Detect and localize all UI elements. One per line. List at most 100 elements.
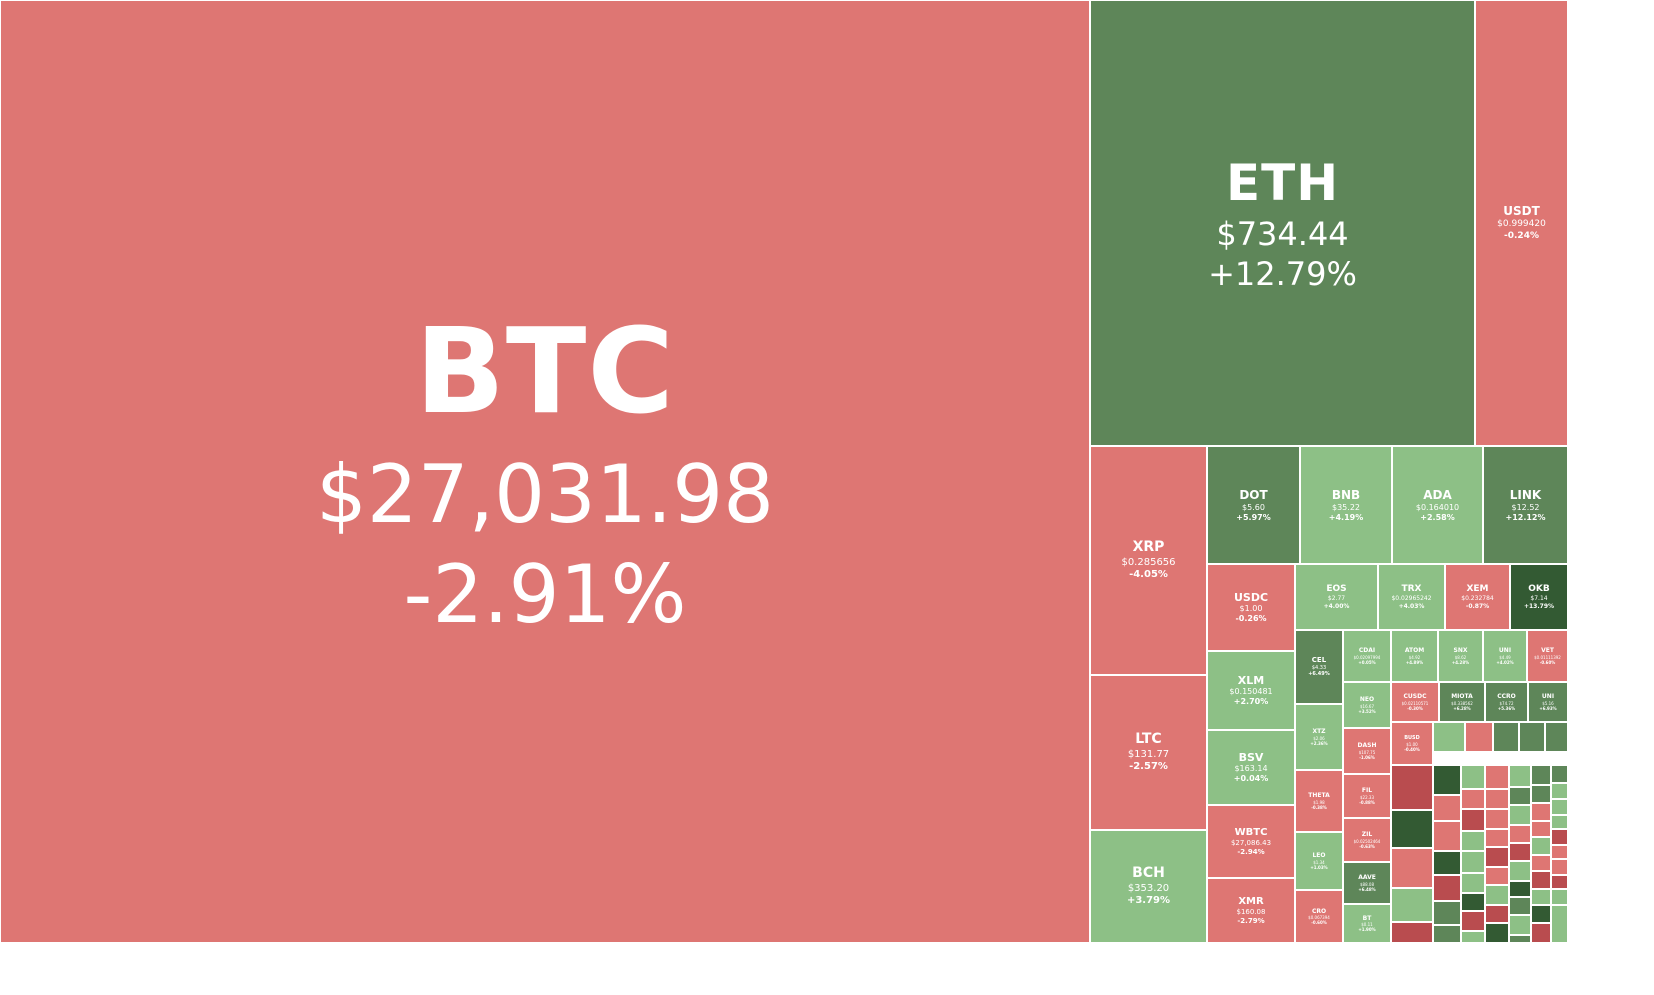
micro-tile[interactable]	[1391, 810, 1433, 848]
micro-tile[interactable]	[1433, 821, 1461, 851]
micro-tile[interactable]	[1461, 831, 1485, 851]
micro-tile[interactable]	[1493, 722, 1519, 752]
treemap-tile-busd[interactable]: BUSD $1.00 -0.40%	[1391, 722, 1433, 765]
micro-tile[interactable]	[1485, 829, 1509, 847]
micro-tile[interactable]	[1391, 848, 1433, 888]
micro-tile[interactable]	[1461, 873, 1485, 893]
micro-tile[interactable]	[1551, 859, 1568, 875]
treemap-tile-uni-2[interactable]: UNI $5.16 +6.93%	[1528, 682, 1568, 722]
micro-tile[interactable]	[1461, 809, 1485, 831]
treemap-tile-neo[interactable]: NEO $16.67 +3.52%	[1343, 682, 1391, 728]
treemap-tile-zil[interactable]: ZIL $0.02502464 -0.63%	[1343, 818, 1391, 862]
treemap-tile-uni[interactable]: UNI $4.49 +4.02%	[1483, 630, 1527, 682]
treemap-tile-vet[interactable]: VET $0.01111392 -0.60%	[1527, 630, 1568, 682]
micro-tile[interactable]	[1391, 888, 1433, 922]
micro-tile[interactable]	[1461, 931, 1485, 943]
treemap-tile-eth[interactable]: ETH $734.44 +12.79%	[1090, 0, 1475, 446]
micro-tile[interactable]	[1485, 905, 1509, 923]
treemap-tile-bnb[interactable]: BNB $35.22 +4.19%	[1300, 446, 1392, 564]
treemap-tile-cel[interactable]: CEL $4.33 +6.49%	[1295, 630, 1343, 704]
micro-tile[interactable]	[1461, 789, 1485, 809]
micro-tile[interactable]	[1531, 765, 1551, 785]
micro-tile[interactable]	[1509, 805, 1531, 825]
treemap-tile-link[interactable]: LINK $12.52 +12.12%	[1483, 446, 1568, 564]
micro-tile[interactable]	[1551, 829, 1568, 845]
treemap-tile-okb[interactable]: OKB $7.14 +13.79%	[1510, 564, 1568, 630]
treemap-tile-xrp[interactable]: XRP $0.285656 -4.05%	[1090, 446, 1207, 675]
micro-tile[interactable]	[1461, 765, 1485, 789]
micro-tile[interactable]	[1551, 815, 1568, 829]
treemap-tile-xem[interactable]: XEM $0.232784 -0.87%	[1445, 564, 1510, 630]
micro-tile[interactable]	[1531, 837, 1551, 855]
micro-tile[interactable]	[1509, 825, 1531, 843]
treemap-tile-cro[interactable]: CRO $0.067394 -0.60%	[1295, 890, 1343, 943]
micro-tile[interactable]	[1433, 795, 1461, 821]
micro-tile[interactable]	[1509, 787, 1531, 805]
micro-tile[interactable]	[1433, 901, 1461, 925]
treemap-tile-ccro[interactable]: CCRO $74.72 +5.36%	[1485, 682, 1528, 722]
micro-tile[interactable]	[1465, 722, 1493, 752]
treemap-tile-usdc[interactable]: USDC $1.00 -0.26%	[1207, 564, 1295, 651]
treemap-tile-cusdc[interactable]: CUSDC $0.02110571 -0.30%	[1391, 682, 1439, 722]
micro-tile[interactable]	[1551, 799, 1568, 815]
micro-tile[interactable]	[1391, 765, 1433, 810]
treemap-tile-aave[interactable]: AAVE $88.08 +6.48%	[1343, 862, 1391, 904]
treemap-tile-theta[interactable]: THETA $1.98 -0.38%	[1295, 770, 1343, 832]
treemap-tile-atom[interactable]: ATOM $4.92 +4.89%	[1391, 630, 1438, 682]
micro-tile[interactable]	[1433, 851, 1461, 875]
micro-tile[interactable]	[1545, 722, 1568, 752]
micro-tile[interactable]	[1461, 893, 1485, 911]
micro-tile[interactable]	[1485, 789, 1509, 809]
micro-tile[interactable]	[1509, 765, 1531, 787]
micro-tile[interactable]	[1391, 922, 1433, 943]
treemap-tile-usdt[interactable]: USDT $0.999420 -0.24%	[1475, 0, 1568, 446]
treemap-tile-leo[interactable]: LEO $1.34 +1.03%	[1295, 832, 1343, 890]
treemap-tile-xmr[interactable]: XMR $160.08 -2.79%	[1207, 878, 1295, 943]
treemap-tile-fil[interactable]: FIL $22.33 -0.88%	[1343, 774, 1391, 818]
treemap-tile-ada[interactable]: ADA $0.164010 +2.58%	[1392, 446, 1483, 564]
micro-tile[interactable]	[1509, 881, 1531, 897]
micro-tile[interactable]	[1551, 875, 1568, 889]
micro-tile[interactable]	[1509, 897, 1531, 915]
micro-tile[interactable]	[1485, 923, 1509, 943]
treemap-tile-xlm[interactable]: XLM $0.150481 +2.70%	[1207, 651, 1295, 730]
micro-tile[interactable]	[1551, 905, 1568, 943]
micro-tile[interactable]	[1551, 845, 1568, 859]
micro-tile[interactable]	[1531, 821, 1551, 837]
micro-tile[interactable]	[1551, 765, 1568, 783]
micro-tile[interactable]	[1433, 765, 1461, 795]
treemap-tile-btc[interactable]: BTC $27,031.98 -2.91%	[0, 0, 1090, 943]
micro-tile[interactable]	[1531, 785, 1551, 803]
micro-tile[interactable]	[1531, 855, 1551, 871]
treemap-tile-bt[interactable]: BT $0.11 +1.90%	[1343, 904, 1391, 943]
micro-tile[interactable]	[1461, 911, 1485, 931]
micro-tile[interactable]	[1531, 889, 1551, 905]
micro-tile[interactable]	[1433, 722, 1465, 752]
micro-tile[interactable]	[1509, 843, 1531, 861]
micro-tile[interactable]	[1531, 905, 1551, 923]
treemap-tile-ltc[interactable]: LTC $131.77 -2.57%	[1090, 675, 1207, 830]
treemap-tile-bsv[interactable]: BSV $163.14 +0.04%	[1207, 730, 1295, 805]
treemap-tile-xtz[interactable]: XTZ $2.06 +2.36%	[1295, 704, 1343, 770]
micro-tile[interactable]	[1485, 809, 1509, 829]
micro-tile[interactable]	[1531, 871, 1551, 889]
micro-tile[interactable]	[1485, 765, 1509, 789]
treemap-tile-bch[interactable]: BCH $353.20 +3.79%	[1090, 830, 1207, 943]
treemap-tile-miota[interactable]: MIOTA $0.338562 +6.28%	[1439, 682, 1485, 722]
micro-tile[interactable]	[1485, 867, 1509, 885]
micro-tile[interactable]	[1485, 885, 1509, 905]
treemap-tile-wbtc[interactable]: WBTC $27,086.43 -2.94%	[1207, 805, 1295, 878]
micro-tile[interactable]	[1509, 915, 1531, 935]
micro-tile[interactable]	[1485, 847, 1509, 867]
micro-tile[interactable]	[1461, 851, 1485, 873]
treemap-tile-trx[interactable]: TRX $0.02965242 +4.03%	[1378, 564, 1445, 630]
micro-tile[interactable]	[1531, 803, 1551, 821]
micro-tile[interactable]	[1531, 923, 1551, 943]
micro-tile[interactable]	[1433, 925, 1461, 943]
treemap-tile-dot[interactable]: DOT $5.60 +5.97%	[1207, 446, 1300, 564]
micro-tile[interactable]	[1551, 783, 1568, 799]
treemap-tile-cdai[interactable]: CDAI $0.02097994 +0.05%	[1343, 630, 1391, 682]
micro-tile[interactable]	[1433, 875, 1461, 901]
micro-tile[interactable]	[1551, 889, 1568, 905]
treemap-tile-eos[interactable]: EOS $2.77 +4.00%	[1295, 564, 1378, 630]
